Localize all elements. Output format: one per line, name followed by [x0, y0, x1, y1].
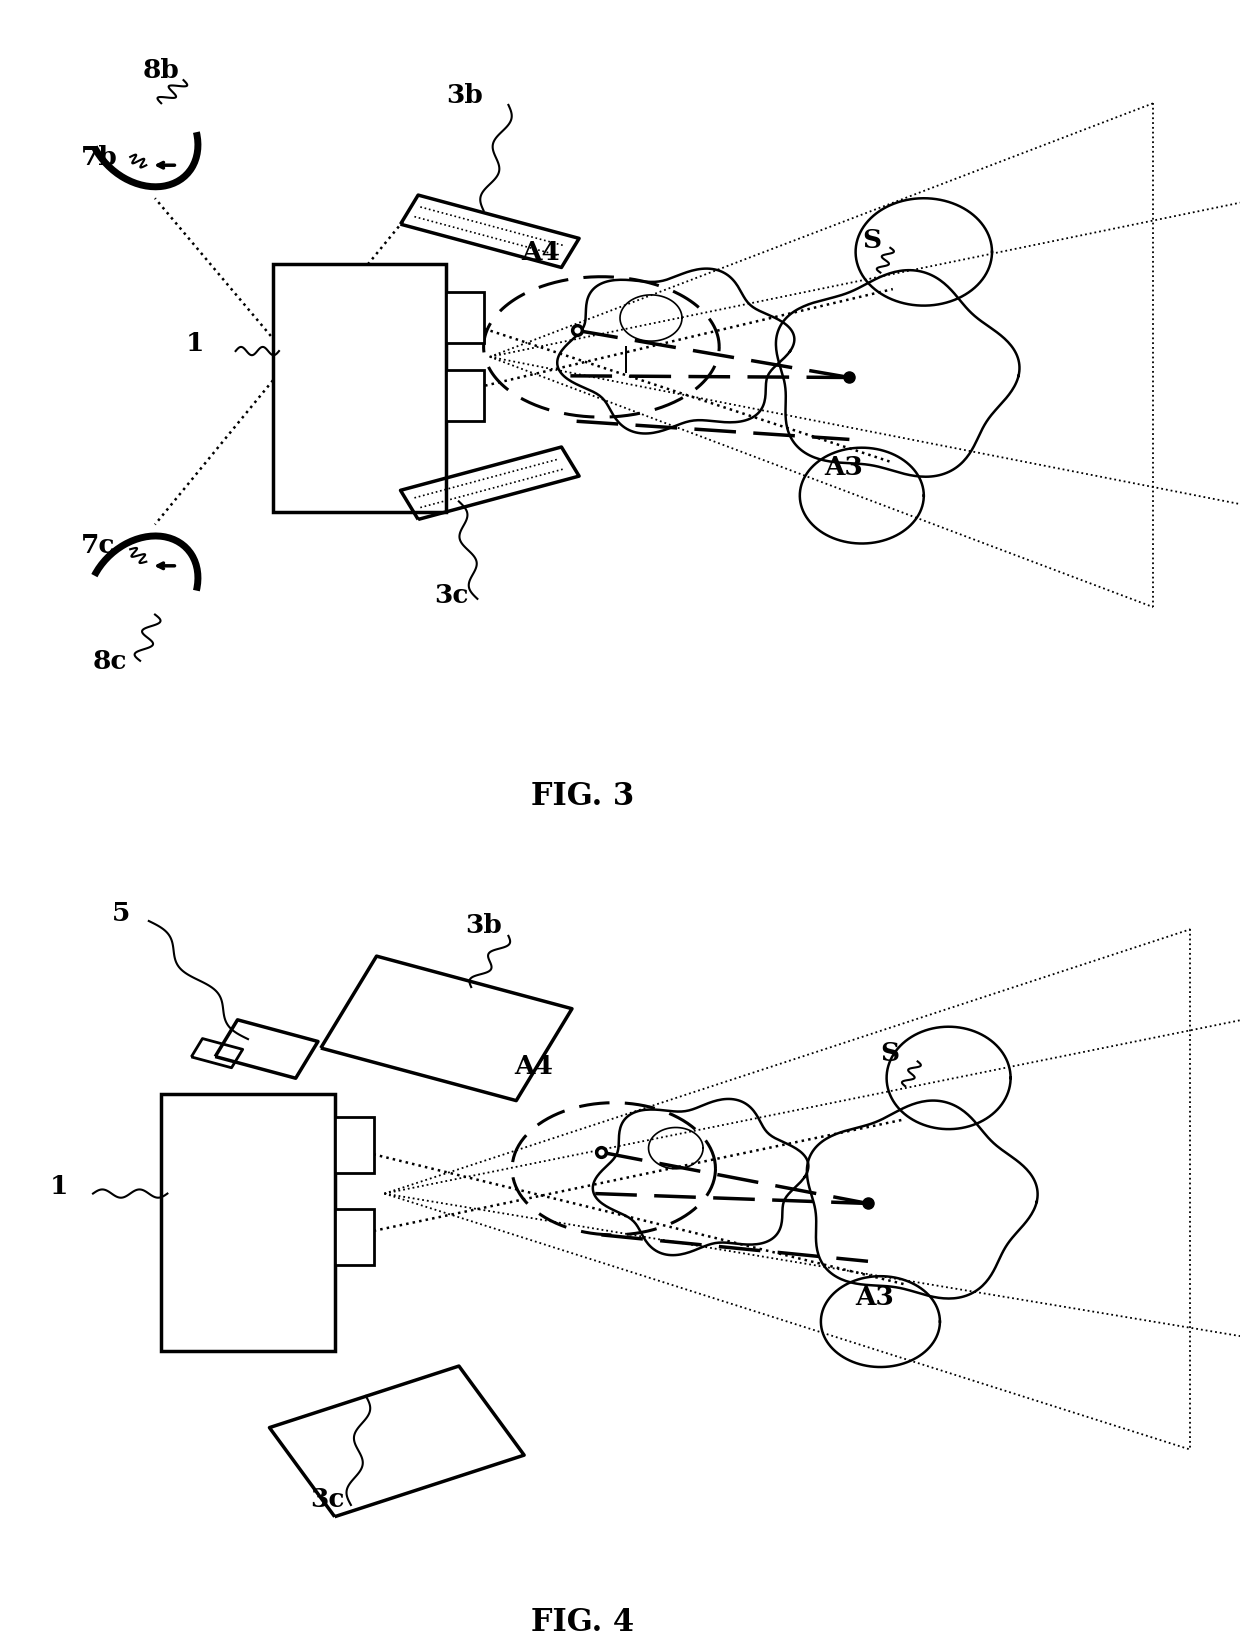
Text: 5: 5: [112, 900, 130, 927]
Bar: [446, 291, 484, 342]
Text: 3c: 3c: [310, 1487, 345, 1513]
Text: FIG. 4: FIG. 4: [531, 1607, 635, 1639]
Text: 8c: 8c: [93, 649, 128, 674]
Bar: [335, 1117, 374, 1173]
Text: A3: A3: [825, 454, 863, 481]
Text: 7b: 7b: [81, 145, 118, 170]
Text: A3: A3: [856, 1285, 894, 1310]
Text: 8b: 8b: [143, 58, 180, 84]
Text: 3b: 3b: [465, 914, 502, 938]
Bar: [335, 1209, 374, 1265]
Text: 1: 1: [50, 1173, 68, 1199]
Text: A4: A4: [515, 1054, 553, 1079]
Text: 1: 1: [186, 330, 205, 357]
Text: 3b: 3b: [446, 83, 484, 109]
Text: S: S: [880, 1041, 899, 1067]
Text: 3c: 3c: [434, 583, 469, 608]
Text: FIG. 3: FIG. 3: [531, 781, 635, 813]
Text: S: S: [862, 228, 880, 253]
Bar: [446, 370, 484, 421]
Bar: [273, 264, 446, 512]
Text: A4: A4: [521, 240, 559, 266]
Text: 7c: 7c: [81, 534, 115, 558]
Bar: [161, 1094, 335, 1351]
